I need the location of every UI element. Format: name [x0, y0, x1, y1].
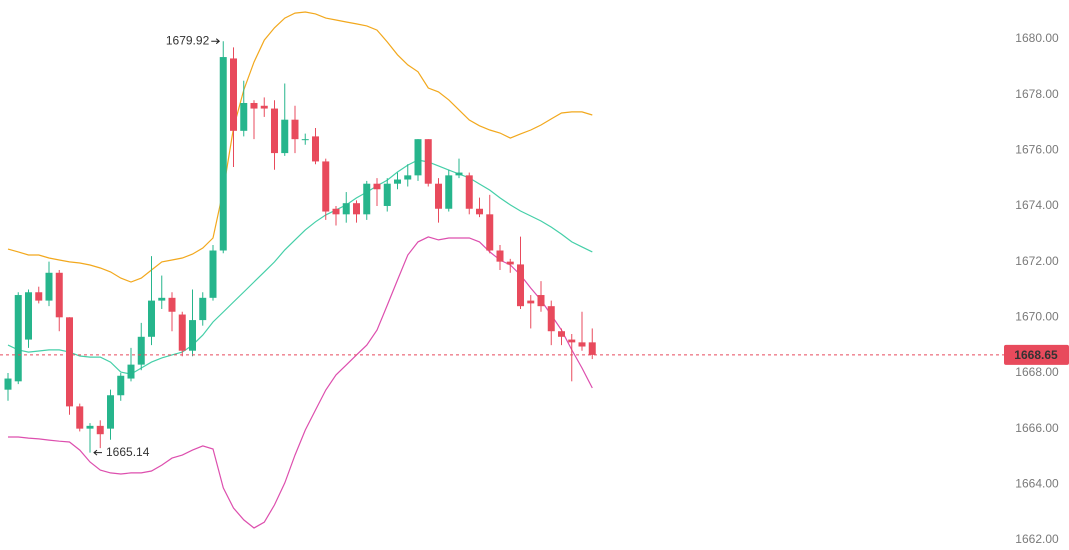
y-tick-label: 1670.00 [1015, 309, 1059, 323]
candle-body [435, 183, 442, 209]
candle-body [35, 292, 43, 301]
candle-body [486, 214, 494, 251]
candle-body [537, 295, 545, 307]
y-tick-label: 1678.00 [1015, 87, 1059, 101]
candle-body [25, 292, 32, 340]
candle-body [117, 375, 125, 396]
candle-body [342, 203, 350, 215]
candle-body [219, 57, 227, 251]
candle-body [271, 108, 278, 154]
candle-body [476, 208, 483, 215]
candle-body [383, 183, 391, 206]
candle-body [158, 297, 166, 301]
band-line [8, 236, 593, 529]
candle-body [137, 336, 145, 365]
candle-body [517, 264, 524, 307]
candle-body [558, 331, 565, 337]
candle-body [4, 378, 12, 390]
candle-body [66, 317, 73, 407]
candle-body [373, 183, 381, 190]
y-tick-label: 1674.00 [1015, 198, 1059, 212]
candle-body [547, 306, 555, 332]
candle-body [45, 272, 53, 301]
candle-body [86, 425, 94, 429]
candle-body [209, 250, 217, 298]
candle-body [230, 58, 237, 131]
candle-body [465, 175, 473, 209]
candle-body [178, 314, 186, 351]
candle-body [414, 139, 422, 176]
candle-body [578, 342, 586, 347]
candle-body [455, 172, 463, 176]
band-line [7, 11, 593, 283]
last-price-tag [1004, 344, 1069, 365]
candle-body [55, 272, 63, 318]
candle-body [250, 102, 258, 109]
low-arrow [93, 449, 102, 456]
candle-body [199, 297, 207, 321]
candle-body [96, 425, 104, 435]
low-label: 1665.14 [106, 445, 150, 459]
y-tick-label: 1662.00 [1015, 532, 1059, 546]
high-arrow [211, 38, 221, 45]
candle-body [363, 183, 371, 215]
candle-body [168, 297, 176, 312]
candle-body [148, 300, 155, 337]
candle-body [445, 175, 453, 209]
candle-body [353, 203, 360, 215]
candle-body [568, 339, 576, 343]
candle-body [506, 261, 514, 265]
candle-body [527, 300, 535, 304]
candle-body [312, 136, 319, 162]
candle-body [189, 320, 196, 351]
y-tick-label: 1672.00 [1015, 254, 1059, 268]
candle-body [332, 208, 340, 215]
candle-body [107, 395, 114, 429]
candle-body [260, 105, 268, 109]
candle-body [588, 342, 596, 355]
candle-body [394, 179, 401, 184]
candle-body [240, 102, 248, 131]
y-tick-label: 1668.00 [1015, 365, 1059, 379]
high-label: 1679.92 [166, 33, 210, 47]
candle-body [127, 364, 135, 379]
last-price-label: 1668.65 [1014, 348, 1058, 362]
band-line [7, 159, 593, 375]
candle-body [322, 161, 330, 212]
candle-body [496, 250, 504, 262]
candle-body [291, 119, 299, 140]
y-tick-label: 1664.00 [1015, 476, 1059, 490]
y-tick-label: 1680.00 [1015, 31, 1059, 45]
candle-body [424, 139, 432, 184]
candle-body [76, 406, 84, 429]
candle-body [281, 119, 289, 154]
y-tick-label: 1676.00 [1015, 142, 1059, 156]
candle-body [404, 175, 412, 180]
candle-body [14, 295, 22, 382]
candle-body [301, 139, 309, 141]
y-tick-label: 1666.00 [1015, 421, 1059, 435]
